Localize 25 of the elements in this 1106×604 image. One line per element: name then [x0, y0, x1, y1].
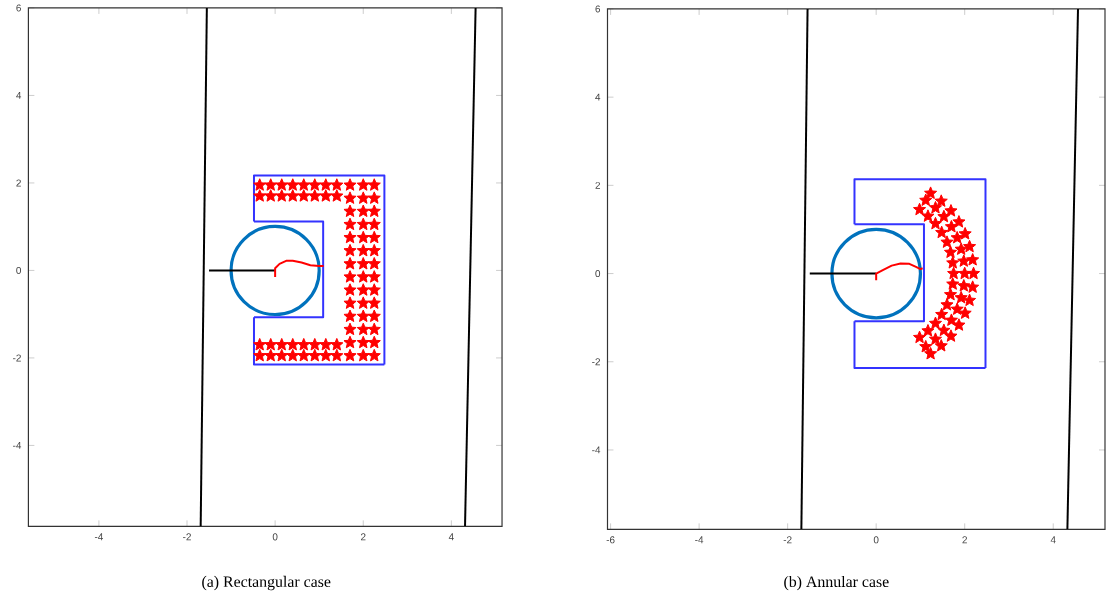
x-tick-label: -2 — [183, 533, 191, 541]
y-tick-label: 0 — [595, 270, 601, 278]
y-tick-label: -2 — [592, 358, 600, 366]
y-tick-label: 4 — [595, 93, 601, 101]
y-tick-label: 0 — [16, 266, 22, 274]
x-tick-label: 2 — [360, 533, 366, 541]
y-tick-label: 4 — [16, 92, 22, 99]
y-tick-label: 6 — [16, 4, 21, 12]
y-tick-label: -4 — [13, 442, 22, 449]
x-tick-label: 2 — [962, 536, 967, 544]
x-tick-label: 0 — [272, 533, 278, 541]
text: (b) Annular case — [784, 575, 889, 591]
x-tick-label: 0 — [873, 536, 879, 544]
text: (a) Rectangular case — [202, 575, 331, 591]
y-tick-label: 2 — [16, 179, 21, 187]
x-tick-label: -4 — [94, 533, 104, 541]
y-tick-label: -4 — [592, 446, 601, 454]
x-tick-label: -4 — [695, 536, 704, 544]
y-tick-label: 6 — [595, 5, 601, 13]
y-tick-label: -2 — [13, 354, 21, 362]
x-tick-label: 4 — [448, 533, 454, 541]
x-tick-label: 4 — [1050, 536, 1056, 544]
y-tick-label: 2 — [595, 181, 600, 189]
x-tick-label: -2 — [783, 536, 792, 544]
x-tick-label: -6 — [606, 536, 615, 544]
